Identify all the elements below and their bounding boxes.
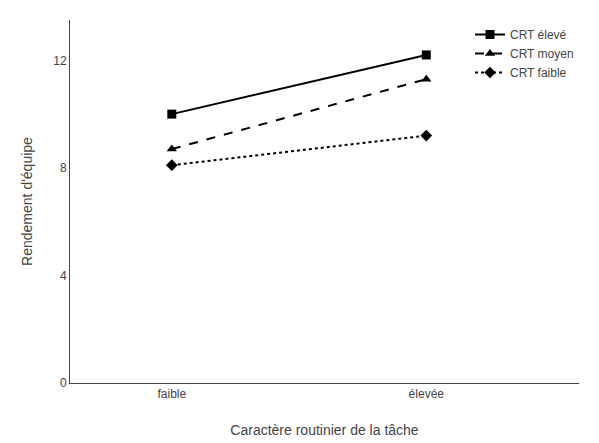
svg-text:0: 0 bbox=[60, 376, 67, 390]
svg-text:Caractère routinier de la tâch: Caractère routinier de la tâche bbox=[230, 422, 419, 438]
svg-text:faible: faible bbox=[157, 387, 186, 401]
svg-text:Rendement d'équipe: Rendement d'équipe bbox=[19, 137, 35, 266]
svg-text:CRT moyen: CRT moyen bbox=[510, 47, 574, 61]
svg-text:4: 4 bbox=[60, 269, 67, 283]
svg-text:CRT faible: CRT faible bbox=[510, 66, 567, 80]
svg-text:CRT élevé: CRT élevé bbox=[510, 28, 567, 42]
svg-text:élevée: élevée bbox=[409, 387, 445, 401]
svg-text:8: 8 bbox=[60, 161, 67, 175]
svg-text:12: 12 bbox=[53, 54, 67, 68]
